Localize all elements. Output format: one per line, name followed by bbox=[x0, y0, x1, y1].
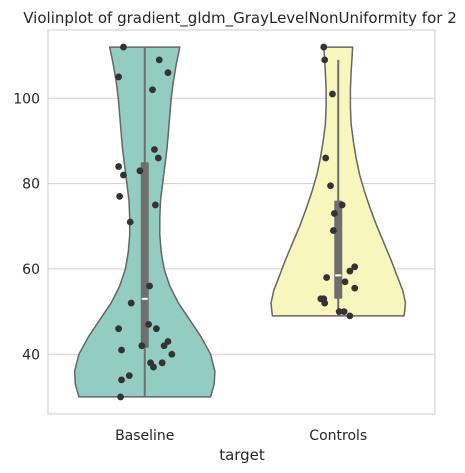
point-controls-12 bbox=[351, 284, 359, 292]
point-baseline-1 bbox=[155, 56, 163, 64]
plot-frame bbox=[47, 29, 436, 415]
chart-title: Violinplot of gradient_gldm_GrayLevelNon… bbox=[23, 9, 456, 28]
y-tick-label-60: 60 bbox=[22, 262, 40, 278]
point-baseline-27 bbox=[118, 376, 125, 384]
point-baseline-16 bbox=[152, 325, 160, 333]
point-baseline-5 bbox=[151, 146, 158, 153]
point-baseline-20 bbox=[138, 342, 146, 350]
point-controls-8 bbox=[351, 263, 359, 271]
point-controls-9 bbox=[346, 267, 354, 275]
iqr-box-baseline bbox=[140, 162, 149, 348]
point-baseline-7 bbox=[115, 163, 123, 170]
point-controls-7 bbox=[330, 227, 337, 234]
point-baseline-11 bbox=[151, 201, 159, 209]
point-controls-0 bbox=[320, 43, 328, 51]
point-baseline-0 bbox=[120, 43, 127, 51]
point-controls-16 bbox=[340, 308, 348, 315]
point-baseline-9 bbox=[120, 171, 127, 179]
x-tick-labels: Baseline Controls bbox=[115, 428, 367, 444]
point-controls-10 bbox=[323, 274, 331, 281]
point-controls-1 bbox=[321, 56, 329, 64]
point-baseline-17 bbox=[115, 325, 123, 333]
point-controls-5 bbox=[338, 201, 346, 209]
point-baseline-4 bbox=[149, 86, 156, 94]
point-baseline-10 bbox=[116, 193, 123, 200]
point-baseline-26 bbox=[125, 372, 133, 379]
point-controls-4 bbox=[327, 182, 334, 190]
point-baseline-23 bbox=[158, 359, 166, 367]
y-tick-labels: 40 60 80 100 bbox=[13, 91, 40, 363]
point-baseline-2 bbox=[164, 69, 172, 77]
point-controls-17 bbox=[335, 308, 343, 315]
point-baseline-14 bbox=[127, 299, 135, 307]
point-baseline-21 bbox=[118, 346, 125, 354]
point-controls-15 bbox=[321, 299, 329, 307]
point-baseline-28 bbox=[117, 393, 124, 401]
y-tick-label-80: 80 bbox=[22, 177, 40, 193]
point-controls-3 bbox=[322, 154, 330, 162]
point-baseline-22 bbox=[168, 350, 176, 358]
y-tick-label-40: 40 bbox=[22, 347, 40, 363]
point-baseline-8 bbox=[136, 167, 144, 175]
point-baseline-25 bbox=[150, 363, 157, 371]
point-controls-2 bbox=[329, 90, 336, 98]
point-controls-11 bbox=[341, 278, 349, 286]
x-tick-label-baseline: Baseline bbox=[115, 428, 174, 444]
y-tick-label-100: 100 bbox=[13, 91, 40, 107]
point-baseline-12 bbox=[126, 218, 134, 226]
point-baseline-6 bbox=[154, 154, 162, 162]
inner-boxes bbox=[140, 47, 343, 397]
point-controls-6 bbox=[330, 210, 338, 217]
point-baseline-3 bbox=[115, 73, 123, 81]
point-baseline-13 bbox=[146, 282, 153, 290]
strip-points bbox=[115, 43, 359, 401]
iqr-box-controls bbox=[334, 200, 343, 299]
x-axis-label: target bbox=[219, 446, 265, 464]
x-tick-label-controls: Controls bbox=[309, 428, 367, 444]
point-baseline-15 bbox=[145, 321, 153, 328]
point-controls-18 bbox=[346, 312, 354, 320]
point-baseline-19 bbox=[160, 342, 168, 350]
